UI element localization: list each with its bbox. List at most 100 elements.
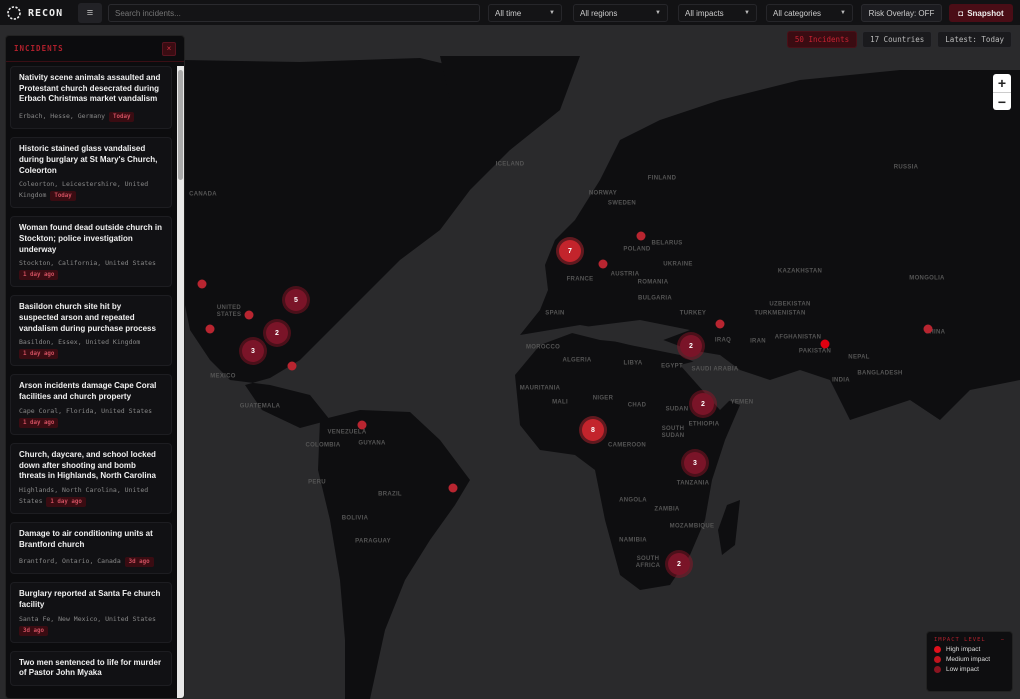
cluster-marker[interactable]: 7: [559, 240, 581, 262]
menu-button[interactable]: ≡: [78, 3, 102, 23]
country-label: CANADA: [189, 191, 217, 198]
cluster-marker[interactable]: 2: [692, 393, 714, 415]
search-input[interactable]: [108, 4, 480, 22]
incident-title: Historic stained glass vandalised during…: [19, 144, 158, 175]
incidents-panel: INCIDENTS × Nativity scene animals assau…: [5, 35, 185, 699]
incident-marker[interactable]: [197, 279, 207, 289]
country-label: NORWAY: [588, 190, 618, 197]
incident-location: Highlands, North Carolina, United States: [19, 485, 149, 505]
country-label: GUYANA: [358, 440, 386, 447]
cluster-marker[interactable]: 5: [285, 289, 307, 311]
incident-marker[interactable]: [923, 324, 933, 334]
country-label: FRANCE: [566, 276, 594, 283]
collapse-icon[interactable]: −: [1000, 637, 1005, 643]
incident-card[interactable]: Damage to air conditioning units at Bran…: [10, 521, 172, 575]
country-label: IRAQ: [714, 337, 732, 344]
stats-bar: 50 Incidents 17 Countries Latest: Today: [786, 31, 1012, 48]
caret-down-icon: ▼: [549, 10, 555, 16]
incident-meta: Erbach, Hesse, Germany Today: [19, 109, 163, 123]
scrollbar[interactable]: [177, 66, 184, 698]
incident-card[interactable]: Woman found dead outside church in Stock…: [10, 216, 172, 288]
incident-title: Arson incidents damage Cape Coral facili…: [19, 381, 157, 402]
country-label: BANGLADESH: [857, 370, 903, 377]
camera-icon: ◘: [958, 8, 964, 18]
time-badge: 3d ago: [124, 557, 154, 568]
incident-card[interactable]: Burglary reported at Santa Fe church fac…: [10, 582, 172, 643]
incident-card[interactable]: Church, daycare, and school locked down …: [10, 442, 172, 514]
country-label: MALI: [552, 399, 568, 406]
incident-marker[interactable]: [598, 259, 608, 269]
incident-meta: Highlands, North Carolina, United States…: [19, 486, 163, 507]
cluster-marker[interactable]: 2: [266, 322, 288, 344]
incident-marker[interactable]: [636, 231, 646, 241]
incident-card[interactable]: Two men sentenced to life for murder of …: [10, 650, 172, 687]
close-icon[interactable]: ×: [162, 41, 176, 56]
incident-card[interactable]: Nativity scene animals assaulted and Pro…: [10, 66, 172, 130]
incident-marker[interactable]: [448, 483, 458, 493]
incident-meta: Brantford, Ontario, Canada 3d ago: [19, 554, 163, 568]
cluster-marker[interactable]: 3: [684, 452, 706, 474]
region-filter-value: All regions: [580, 8, 618, 18]
country-label: ETHIOPIA: [688, 421, 720, 428]
time-filter-value: All time: [495, 8, 522, 18]
country-label: INDIA: [832, 377, 850, 384]
time-badge: 1 day ago: [19, 349, 59, 360]
africa: [515, 332, 740, 590]
incident-card[interactable]: Arson incidents damage Cape Coral facili…: [10, 374, 172, 435]
incident-title: Woman found dead outside church in Stock…: [19, 223, 162, 254]
country-label: NAMIBIA: [619, 537, 647, 544]
country-label: YEMEN: [730, 399, 754, 406]
legend-label: Low impact: [946, 666, 979, 673]
incident-title: Nativity scene animals assaulted and Pro…: [19, 73, 161, 104]
category-filter[interactable]: All categories ▼: [766, 4, 853, 22]
country-label: POLAND: [623, 246, 651, 253]
incident-location: Stockton, California, United States: [19, 259, 156, 268]
incident-title: Two men sentenced to life for murder of …: [19, 657, 162, 678]
country-label: SAUDI ARABIA: [691, 366, 739, 373]
zoom-in-button[interactable]: +: [997, 75, 1007, 91]
incident-location: Coleorton, Leicestershire, United Kingdo…: [19, 180, 149, 200]
medium-impact-dot-icon: [934, 656, 941, 663]
impact-filter[interactable]: All impacts ▼: [678, 4, 757, 22]
madagascar: [718, 500, 740, 555]
country-label: UNITED STATES: [216, 305, 242, 318]
zoom-controls: + −: [993, 74, 1011, 110]
low-impact-dot-icon: [934, 666, 941, 673]
cluster-marker[interactable]: 8: [582, 419, 604, 441]
incident-card[interactable]: Historic stained glass vandalised during…: [10, 137, 172, 209]
panel-title: INCIDENTS: [14, 44, 64, 53]
caret-down-icon: ▼: [655, 10, 661, 16]
incident-title: Church, daycare, and school locked down …: [19, 449, 156, 481]
snapshot-button[interactable]: ◘ Snapshot: [949, 4, 1013, 22]
country-label: ZAMBIA: [654, 506, 680, 513]
country-label: KAZAKHSTAN: [777, 268, 823, 275]
scrollbar-thumb[interactable]: [178, 70, 183, 180]
incident-marker[interactable]: [820, 339, 830, 349]
country-label: BELARUS: [651, 240, 683, 247]
incident-title: Burglary reported at Santa Fe church fac…: [19, 589, 161, 610]
country-label: MOZAMBIQUE: [669, 523, 715, 530]
cluster-marker[interactable]: 2: [680, 335, 702, 357]
zoom-out-button[interactable]: −: [993, 92, 1011, 110]
hamburger-icon: ≡: [86, 7, 94, 19]
cluster-marker[interactable]: 3: [242, 340, 264, 362]
incident-marker[interactable]: [287, 361, 297, 371]
country-label: RUSSIA: [893, 164, 919, 171]
risk-overlay-toggle[interactable]: Risk Overlay: OFF: [861, 4, 942, 22]
time-filter[interactable]: All time ▼: [488, 4, 562, 22]
country-label: COLOMBIA: [305, 442, 341, 449]
region-filter[interactable]: All regions ▼: [573, 4, 668, 22]
cluster-marker[interactable]: 2: [668, 553, 690, 575]
high-impact-dot-icon: [934, 646, 941, 653]
recon-logo-icon: [7, 6, 21, 20]
incident-marker[interactable]: [244, 310, 254, 320]
country-label: NIGER: [592, 395, 614, 402]
snapshot-label: Snapshot: [967, 8, 1004, 18]
incident-count: 50 Incidents: [786, 31, 858, 48]
incident-card[interactable]: Basildon church site hit by suspected ar…: [10, 295, 172, 367]
incident-marker[interactable]: [357, 420, 367, 430]
country-label: ALGERIA: [562, 357, 592, 364]
incident-meta: Cape Coral, Florida, United States 1 day…: [19, 407, 163, 428]
incident-marker[interactable]: [715, 319, 725, 329]
incident-marker[interactable]: [205, 324, 215, 334]
